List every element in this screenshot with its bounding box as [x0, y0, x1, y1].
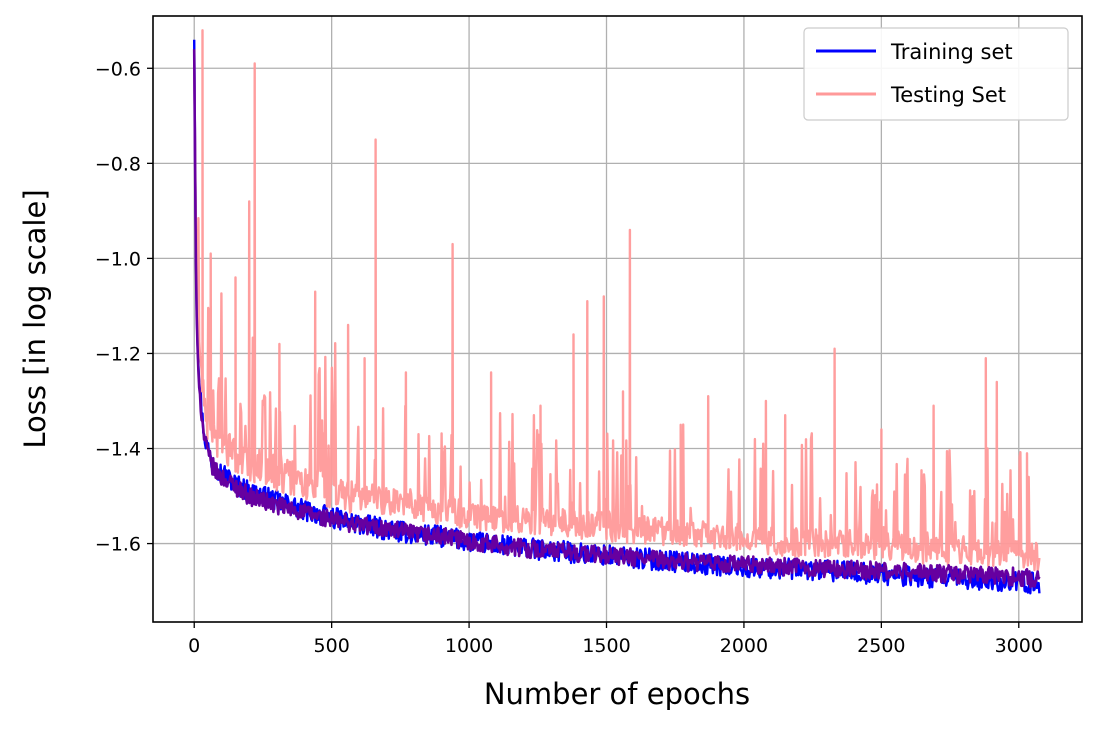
x-tick-label: 1000: [445, 635, 493, 657]
y-axis-label: Loss [in log scale]: [18, 189, 52, 448]
tick-layer: 0 500 1000 1500 2000 2500 3000 −0.6 −0.8 −1.0 −1.2…: [95, 58, 1043, 657]
x-tick-label: 2500: [857, 635, 905, 657]
grid-layer: [153, 16, 1082, 622]
x-tick-label: 1500: [582, 635, 630, 657]
legend-label-testing: Testing Set: [890, 83, 1006, 107]
plot-frame: [152, 15, 1083, 623]
y-tick-label: −1.2: [95, 343, 141, 365]
x-tick-label: 0: [188, 635, 200, 657]
x-tick-label: 500: [314, 635, 350, 657]
y-tick-label: −1.4: [95, 439, 141, 461]
x-axis-label: Number of epochs: [484, 677, 750, 711]
x-tick-label: 3000: [995, 635, 1043, 657]
y-tick-label: −0.6: [95, 58, 141, 80]
y-tick-label: −1.6: [95, 534, 141, 556]
legend: Training set Testing Set: [803, 27, 1069, 121]
overlap-loss-line: [192, 49, 1041, 589]
testing-loss-line: [193, 29, 1041, 572]
series-layer: [192, 29, 1041, 595]
y-tick-label: −1.0: [95, 248, 141, 270]
y-tick-label: −0.8: [95, 153, 141, 175]
legend-label-training: Training set: [890, 40, 1013, 64]
x-tick-label: 2000: [720, 635, 768, 657]
